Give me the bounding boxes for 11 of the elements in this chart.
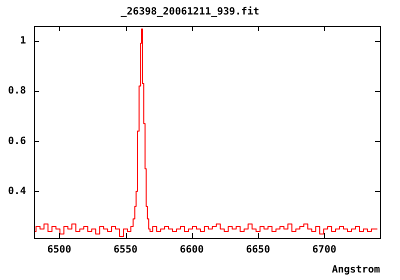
x-axis-title: Angstrom [332, 264, 380, 276]
y-tick-label: 0.6 [8, 136, 26, 147]
x-tick-label: 6650 [246, 244, 270, 256]
y-tick-label: 1 [20, 35, 26, 46]
y-tick-label: 0.8 [8, 86, 26, 97]
x-tick-label: 6500 [47, 244, 72, 256]
chart-title: _26398_20061211_939.fit [120, 6, 260, 18]
x-tick-label: 6700 [312, 244, 336, 256]
y-tick-label: 0.4 [8, 186, 26, 197]
x-tick-label: 6600 [180, 244, 204, 256]
x-tick-label: 6550 [113, 244, 138, 256]
